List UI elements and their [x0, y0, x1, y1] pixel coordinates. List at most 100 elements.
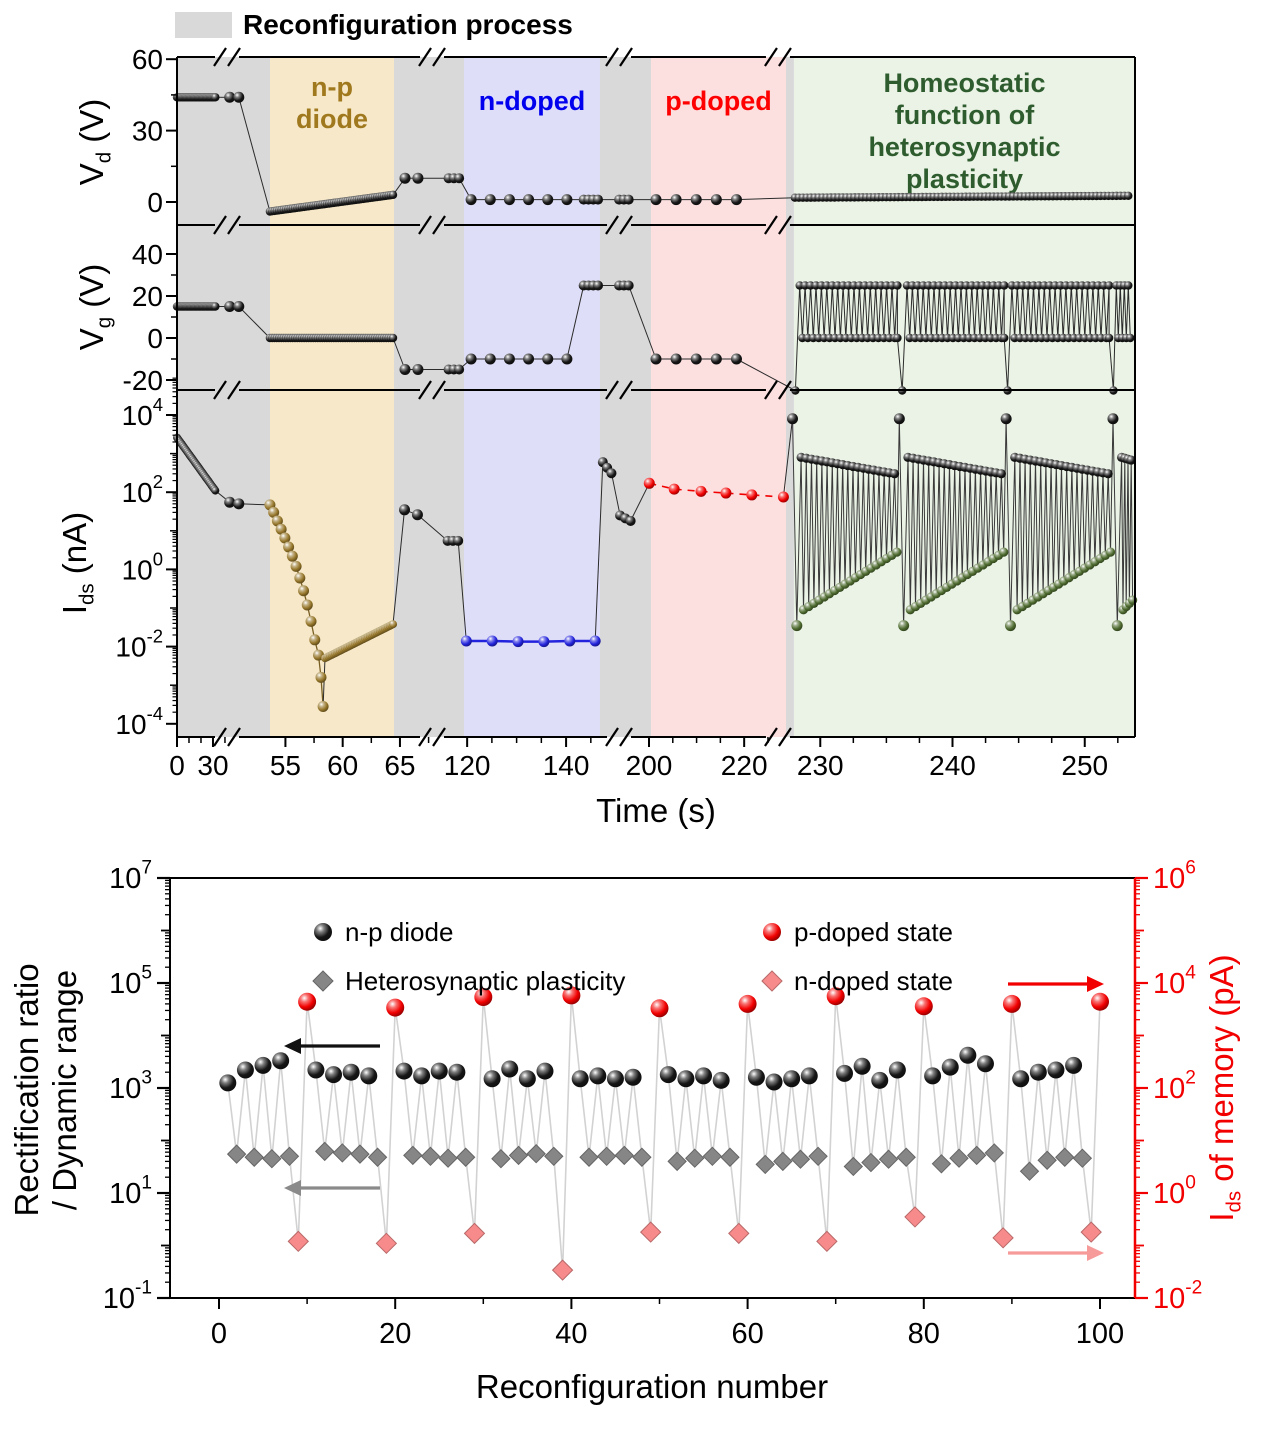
data-point [1124, 191, 1133, 201]
axis-break-mark [227, 727, 241, 747]
data-point [413, 1067, 431, 1085]
time-tick-label: 0 [169, 750, 185, 781]
data-point [690, 353, 702, 365]
data-point [593, 194, 604, 205]
axis-break-mark [418, 215, 432, 235]
data-point [889, 469, 900, 479]
data-point [695, 1067, 713, 1085]
axis-break-mark [432, 47, 446, 67]
data-point [1002, 994, 1021, 1013]
data-point [271, 515, 283, 527]
data-point [542, 194, 554, 206]
data-point [1047, 1061, 1065, 1079]
data-point [728, 1222, 750, 1245]
ids-series-connector [322, 658, 326, 707]
data-point [219, 1074, 237, 1092]
data-point [712, 1071, 730, 1089]
data-point [350, 1144, 370, 1164]
data-point [861, 1152, 881, 1173]
data-point [893, 333, 902, 343]
data-point [984, 1143, 1004, 1163]
data-point [388, 190, 398, 200]
data-point [226, 1144, 247, 1164]
ids-series-markers [173, 413, 1138, 713]
data-point [1105, 547, 1116, 557]
time-tick-label: 60 [327, 750, 358, 781]
data-point [1104, 333, 1114, 343]
ids-axis-title: Ids (nA) [56, 512, 98, 614]
ids-series-connector [630, 483, 650, 522]
bottom-chart: 107 105 103 101 10-1 106 104 102 100 10-2 0 20 40 60 8… [8, 858, 1245, 1406]
right-axis-red-arrow-head [1087, 976, 1104, 992]
left-axis-gray-arrow-head [284, 1180, 301, 1196]
axis-break-mark [619, 380, 633, 400]
summary-x-axis-title: Reconfiguration number [476, 1368, 828, 1405]
region-label-homeostatic: plasticity [906, 164, 1023, 194]
data-point [747, 1068, 765, 1086]
legend-heterosynaptic: Heterosynaptic plasticity [345, 966, 625, 996]
data-point [526, 1144, 546, 1164]
data-point [670, 194, 682, 206]
data-point [1080, 1221, 1102, 1243]
right-tick-label: 10-2 [1153, 1278, 1202, 1316]
data-point [411, 509, 423, 521]
data-point [1029, 1063, 1047, 1081]
data-point [763, 923, 781, 941]
time-tick-label: 120 [444, 750, 491, 781]
data-point [233, 91, 245, 103]
data-point [670, 353, 682, 365]
axis-titles: Vd (V) Vg (V) Ids (nA) Time (s) [56, 99, 716, 829]
data-point [448, 1063, 466, 1081]
axis-break-mark [764, 727, 778, 747]
region-p-doped [651, 57, 787, 737]
data-point [606, 1070, 624, 1088]
data-point [503, 194, 515, 206]
data-point [924, 1067, 942, 1085]
data-point [1004, 620, 1016, 632]
data-point [695, 485, 707, 497]
vd-axis-title: Vd (V) [73, 99, 115, 186]
time-tick-label: 230 [797, 750, 844, 781]
legend-reconfiguration: Reconfiguration process [175, 9, 573, 40]
data-point [589, 635, 601, 647]
data-point [512, 636, 524, 648]
axis-break-mark [778, 47, 792, 67]
axis-break-mark [605, 727, 619, 747]
axis-break-mark [418, 727, 432, 747]
legend-n-p-diode: n-p diode [345, 917, 453, 947]
region-n-p-diode [270, 57, 394, 737]
axis-break-mark [227, 47, 241, 67]
data-point [388, 333, 398, 343]
data-point [412, 172, 424, 184]
vg-tick-label: 40 [132, 239, 163, 270]
data-point [896, 1147, 916, 1167]
vg-series-markers [172, 280, 1135, 395]
data-point [659, 1066, 677, 1084]
ids-series-connector [457, 540, 467, 642]
data-point [523, 194, 535, 206]
time-tick-label: 140 [543, 750, 590, 781]
data-point [1104, 281, 1114, 290]
data-point [904, 1206, 926, 1228]
legend-swatch [175, 12, 232, 38]
data-point [685, 1148, 705, 1168]
vg-series-connector [628, 285, 657, 360]
data-point [454, 364, 465, 375]
data-point [755, 1154, 775, 1175]
ids-series-segment-line [466, 639, 596, 643]
data-point [561, 353, 573, 365]
data-point [1000, 413, 1012, 425]
data-point [272, 1052, 290, 1070]
data-point [787, 413, 799, 425]
data-point [523, 353, 535, 365]
time-tick-label: 250 [1061, 750, 1108, 781]
data-point [367, 1147, 388, 1167]
ids-series-connector [594, 462, 604, 642]
data-point [677, 1070, 695, 1088]
data-point [332, 1143, 353, 1163]
data-point [761, 970, 783, 992]
data-point [790, 1149, 811, 1169]
axis-break-mark [432, 380, 446, 400]
